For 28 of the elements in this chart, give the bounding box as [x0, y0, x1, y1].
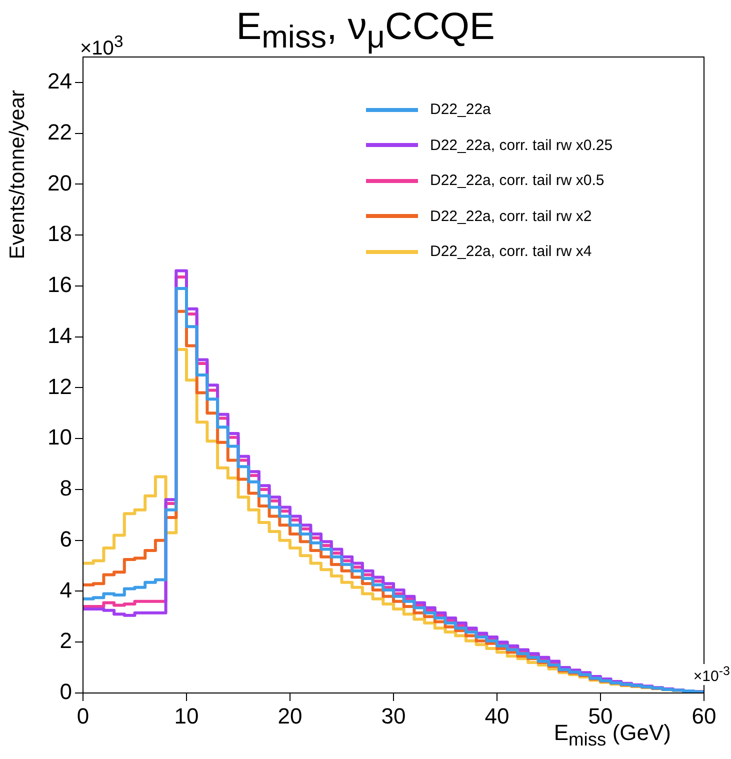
legend-label: D22_22a, corr. tail rw x2: [430, 208, 592, 225]
y-tick-label: 18: [48, 221, 72, 246]
x-tick-label: 60: [692, 703, 716, 728]
x-tick-label: 30: [381, 703, 406, 728]
legend-label: D22_22a, corr. tail rw x0.5: [430, 172, 604, 190]
y-tick-label: 22: [48, 119, 72, 144]
y-tick-label: 12: [48, 374, 72, 399]
x-tick-label: 40: [484, 703, 510, 728]
y-tick-label: 10: [48, 424, 72, 450]
y-tick-label: 4: [60, 577, 72, 602]
y-tick-label: 14: [48, 322, 72, 348]
x-tick-label: 20: [278, 703, 302, 728]
y-tick-label: 16: [48, 272, 72, 298]
chart-title: E$_{miss}$, ν$_{μ}$CCQE: [236, 6, 495, 55]
y-tick-label: 24: [48, 68, 72, 94]
y-tick-label: 6: [60, 526, 72, 552]
x-tick-label: 0: [76, 703, 90, 728]
legend-label: D22_22a: [430, 101, 491, 118]
y-axis-title: Events/tonne/year: [6, 90, 30, 262]
y-tick-label: 0: [60, 679, 72, 704]
annotation: ×10$^{-3}$: [693, 664, 730, 685]
legend-label: D22_22a, corr. tail rw x0.25: [430, 136, 613, 154]
y-tick-label: 8: [60, 476, 72, 501]
annotation: ×10$^{3}$: [80, 32, 124, 61]
legend-label: D22_22a, corr. tail rw x4: [430, 243, 592, 260]
x-tick-label: 10: [174, 703, 199, 728]
y-tick-label: 20: [48, 170, 72, 196]
y-tick-label: 2: [60, 628, 72, 654]
